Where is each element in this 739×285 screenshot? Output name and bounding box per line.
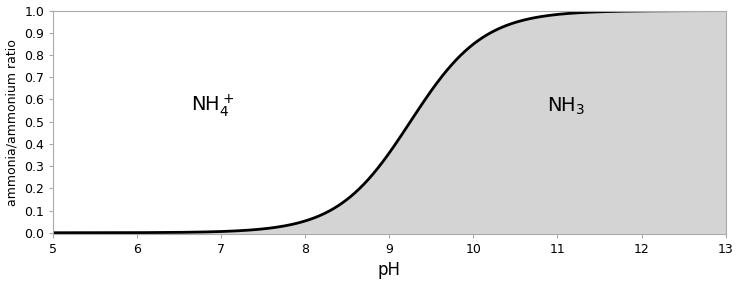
- Y-axis label: ammonia/ammonium ratio: ammonia/ammonium ratio: [6, 39, 18, 206]
- Text: NH$_3$: NH$_3$: [547, 95, 585, 117]
- X-axis label: pH: pH: [378, 261, 401, 280]
- Text: NH$_4^+$: NH$_4^+$: [191, 93, 234, 119]
